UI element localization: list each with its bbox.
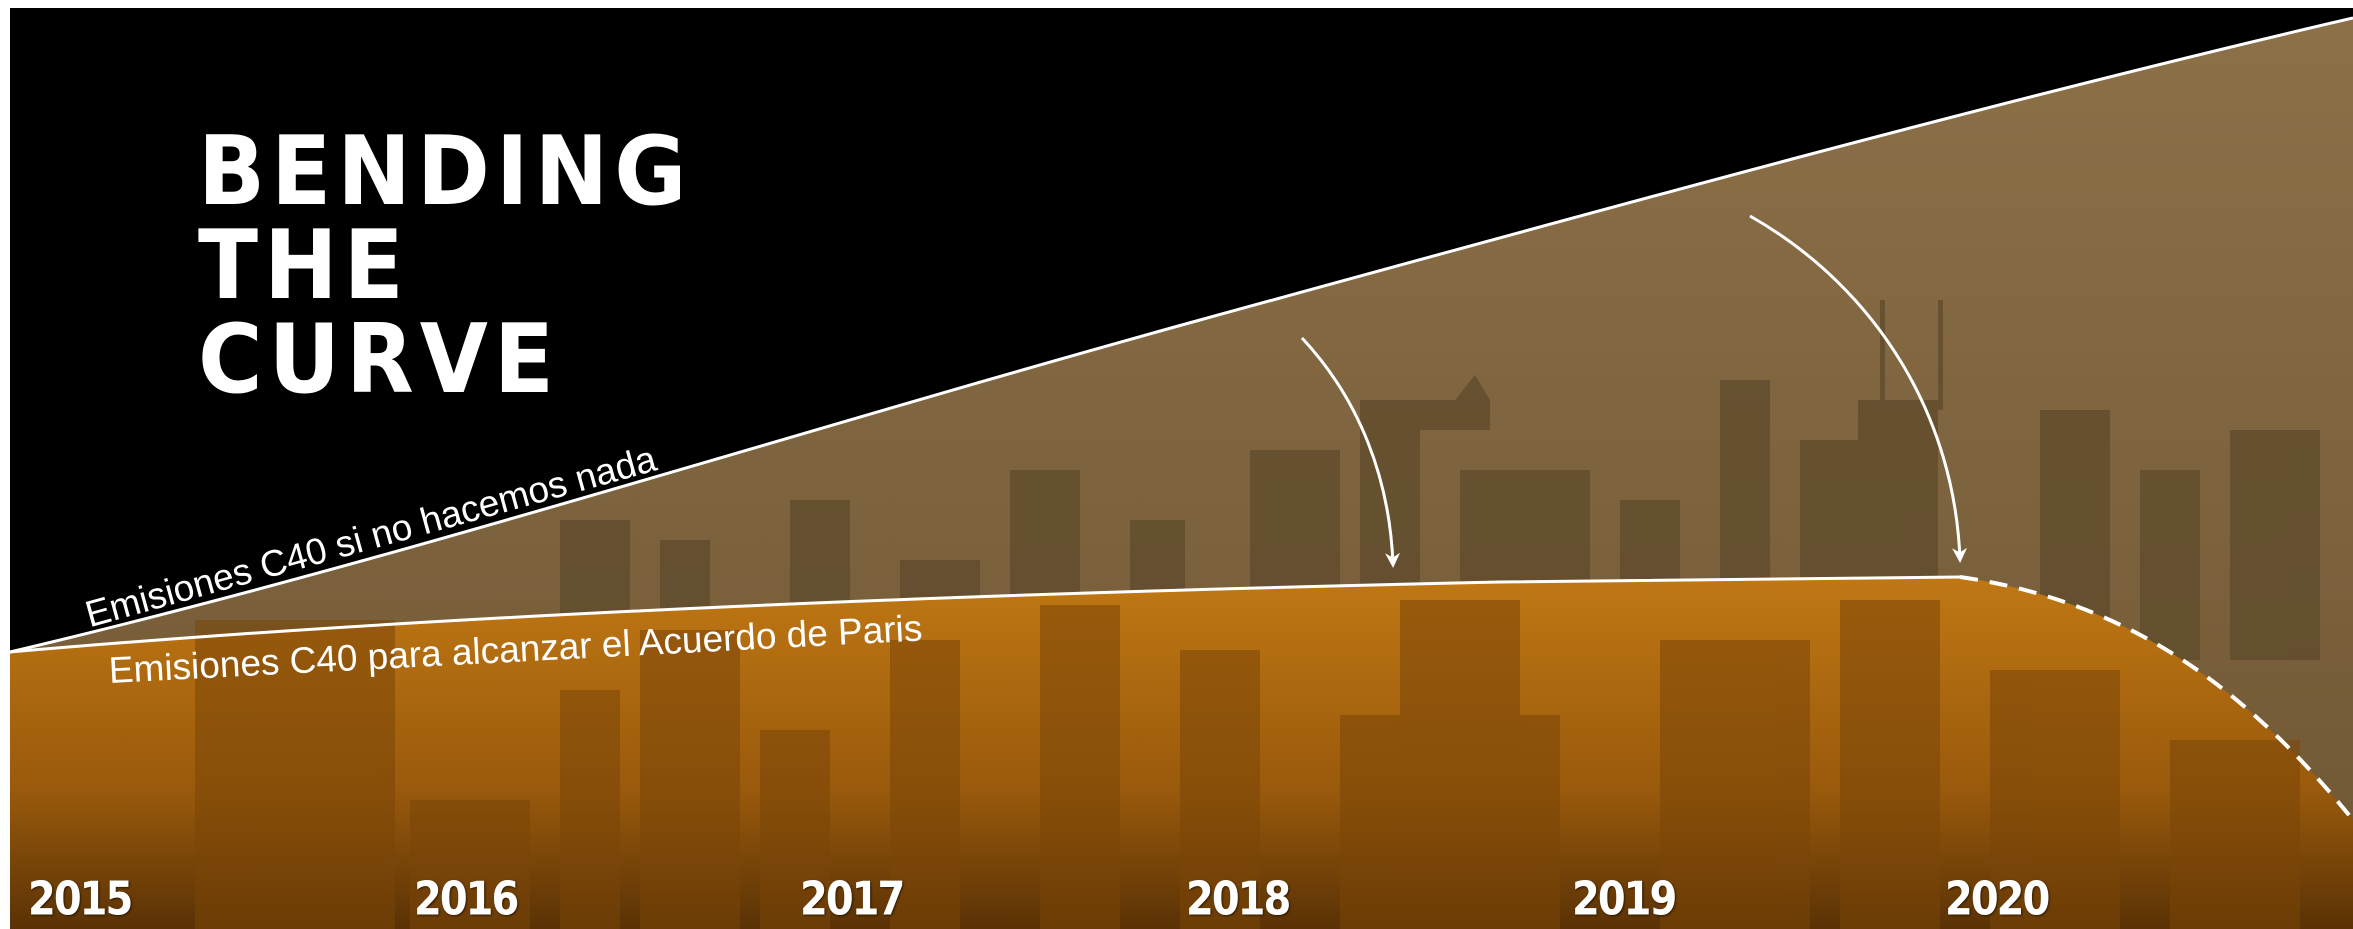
year-label-2020: 2020 <box>1945 873 2050 926</box>
year-label-2016: 2016 <box>414 873 519 926</box>
bend-arrow-2020 <box>1749 214 1968 563</box>
title-line-2: THE <box>198 209 410 321</box>
year-label-2018: 2018 <box>1186 873 1291 926</box>
year-label-2019: 2019 <box>1572 873 1677 926</box>
bend-arrow-2018 <box>1300 336 1401 568</box>
do-nothing-line <box>9 16 2353 654</box>
year-label-2017: 2017 <box>800 873 905 926</box>
paris-line-projection <box>1959 575 2353 822</box>
title-line-1: BENDING <box>198 115 693 227</box>
year-label-2015: 2015 <box>28 873 133 926</box>
orange-buildings <box>195 600 2300 929</box>
title-line-3: CURVE <box>198 303 561 415</box>
paris-line-solid <box>9 575 1961 654</box>
